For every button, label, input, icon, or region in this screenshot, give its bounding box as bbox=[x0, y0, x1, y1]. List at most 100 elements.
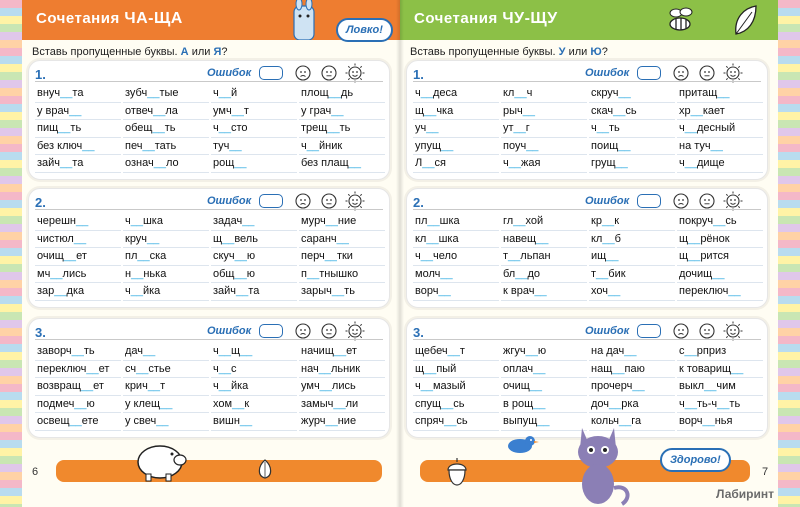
blank-slot[interactable]: __ bbox=[218, 362, 231, 375]
blank-slot[interactable]: __ bbox=[618, 139, 631, 152]
blank-slot[interactable]: __ bbox=[143, 345, 156, 357]
blank-slot[interactable]: __ bbox=[513, 215, 526, 227]
blank-slot[interactable]: __ bbox=[142, 139, 155, 152]
blank-slot[interactable]: __ bbox=[632, 380, 645, 392]
errors-count-input[interactable] bbox=[637, 324, 661, 338]
blank-slot[interactable]: __ bbox=[426, 232, 439, 245]
blank-slot[interactable]: __ bbox=[73, 232, 87, 245]
blank-slot[interactable]: __ bbox=[525, 345, 538, 357]
blank-slot[interactable]: __ bbox=[348, 157, 361, 169]
neutral-face-icon[interactable] bbox=[697, 321, 717, 341]
blank-slot[interactable]: __ bbox=[508, 157, 521, 169]
blank-slot[interactable]: __ bbox=[596, 122, 609, 134]
blank-slot[interactable]: __ bbox=[601, 215, 615, 227]
blank-slot[interactable]: __ bbox=[333, 397, 346, 410]
blank-slot[interactable]: __ bbox=[529, 380, 543, 392]
blank-slot[interactable]: __ bbox=[607, 285, 621, 297]
blank-slot[interactable]: __ bbox=[218, 345, 231, 357]
blank-slot[interactable]: __ bbox=[130, 285, 143, 297]
blank-slot[interactable]: __ bbox=[615, 157, 628, 169]
errors-count-input[interactable] bbox=[259, 194, 283, 208]
blank-slot[interactable]: __ bbox=[75, 215, 89, 227]
neutral-face-icon[interactable] bbox=[697, 63, 717, 83]
blank-slot[interactable]: __ bbox=[324, 250, 337, 262]
blank-slot[interactable]: __ bbox=[63, 250, 77, 262]
blank-slot[interactable]: __ bbox=[513, 122, 526, 134]
blank-slot[interactable]: __ bbox=[533, 397, 546, 410]
blank-slot[interactable]: __ bbox=[514, 87, 527, 99]
blank-slot[interactable]: __ bbox=[240, 345, 253, 357]
blank-slot[interactable]: __ bbox=[424, 362, 437, 375]
blank-slot[interactable]: __ bbox=[58, 122, 71, 134]
blank-slot[interactable]: __ bbox=[688, 232, 701, 245]
blank-slot[interactable]: __ bbox=[537, 415, 550, 427]
cloud-face-icon[interactable] bbox=[293, 191, 313, 211]
blank-slot[interactable]: __ bbox=[684, 157, 697, 169]
blank-slot[interactable]: __ bbox=[440, 267, 453, 280]
sun-face-icon[interactable] bbox=[723, 321, 743, 341]
blank-slot[interactable]: __ bbox=[420, 250, 433, 262]
errors-count-input[interactable] bbox=[637, 194, 661, 208]
blank-slot[interactable]: __ bbox=[618, 87, 631, 99]
blank-slot[interactable]: __ bbox=[333, 345, 347, 357]
blank-slot[interactable]: __ bbox=[331, 104, 344, 117]
blank-slot[interactable]: __ bbox=[712, 267, 725, 280]
blank-slot[interactable]: __ bbox=[533, 362, 546, 375]
sun-face-icon[interactable] bbox=[345, 191, 365, 211]
blank-slot[interactable]: __ bbox=[153, 104, 166, 117]
blank-slot[interactable]: __ bbox=[536, 232, 549, 245]
cloud-face-icon[interactable] bbox=[293, 321, 313, 341]
blank-slot[interactable]: __ bbox=[147, 232, 160, 245]
blank-slot[interactable]: __ bbox=[684, 345, 697, 357]
blank-slot[interactable]: __ bbox=[131, 267, 144, 280]
blank-slot[interactable]: __ bbox=[306, 267, 320, 280]
blank-slot[interactable]: __ bbox=[427, 215, 440, 227]
blank-slot[interactable]: __ bbox=[336, 232, 349, 245]
blank-slot[interactable]: __ bbox=[713, 215, 726, 227]
cloud-face-icon[interactable] bbox=[671, 63, 691, 83]
blank-slot[interactable]: __ bbox=[447, 345, 460, 357]
sun-face-icon[interactable] bbox=[345, 321, 365, 341]
errors-count-input[interactable] bbox=[259, 324, 283, 338]
blank-slot[interactable]: __ bbox=[50, 267, 63, 280]
blank-slot[interactable]: __ bbox=[328, 87, 341, 99]
blank-slot[interactable]: __ bbox=[690, 104, 703, 117]
blank-slot[interactable]: __ bbox=[82, 139, 95, 152]
blank-slot[interactable]: __ bbox=[684, 122, 697, 134]
blank-slot[interactable]: __ bbox=[624, 345, 637, 357]
blank-slot[interactable]: __ bbox=[444, 415, 457, 427]
blank-slot[interactable]: __ bbox=[80, 380, 94, 392]
blank-slot[interactable]: __ bbox=[612, 362, 625, 375]
blank-slot[interactable]: __ bbox=[60, 157, 73, 169]
sun-face-icon[interactable] bbox=[723, 191, 743, 211]
blank-slot[interactable]: __ bbox=[242, 215, 255, 227]
blank-slot[interactable]: __ bbox=[702, 415, 715, 427]
blank-slot[interactable]: __ bbox=[613, 104, 626, 117]
cloud-face-icon[interactable] bbox=[671, 321, 691, 341]
blank-slot[interactable]: __ bbox=[438, 285, 451, 297]
blank-slot[interactable]: __ bbox=[424, 104, 437, 117]
blank-slot[interactable]: __ bbox=[153, 157, 166, 169]
blank-slot[interactable]: __ bbox=[420, 87, 433, 99]
blank-slot[interactable]: __ bbox=[232, 397, 245, 410]
blank-slot[interactable]: __ bbox=[318, 362, 331, 375]
blank-slot[interactable]: __ bbox=[130, 215, 143, 227]
blank-slot[interactable]: __ bbox=[319, 380, 332, 392]
blank-slot[interactable]: __ bbox=[86, 362, 99, 375]
blank-slot[interactable]: __ bbox=[596, 267, 609, 280]
blank-slot[interactable]: __ bbox=[325, 215, 338, 227]
errors-count-input[interactable] bbox=[637, 66, 661, 80]
blank-slot[interactable]: __ bbox=[74, 397, 87, 410]
blank-slot[interactable]: __ bbox=[222, 232, 235, 245]
blank-slot[interactable]: __ bbox=[331, 285, 345, 297]
neutral-face-icon[interactable] bbox=[319, 63, 339, 83]
neutral-face-icon[interactable] bbox=[319, 321, 339, 341]
blank-slot[interactable]: __ bbox=[156, 415, 169, 427]
blank-slot[interactable]: __ bbox=[422, 157, 435, 169]
blank-slot[interactable]: __ bbox=[606, 250, 619, 262]
blank-slot[interactable]: __ bbox=[534, 285, 547, 297]
blank-slot[interactable]: __ bbox=[234, 267, 247, 280]
blank-slot[interactable]: __ bbox=[441, 397, 454, 410]
blank-slot[interactable]: __ bbox=[526, 139, 539, 152]
blank-slot[interactable]: __ bbox=[69, 104, 82, 117]
